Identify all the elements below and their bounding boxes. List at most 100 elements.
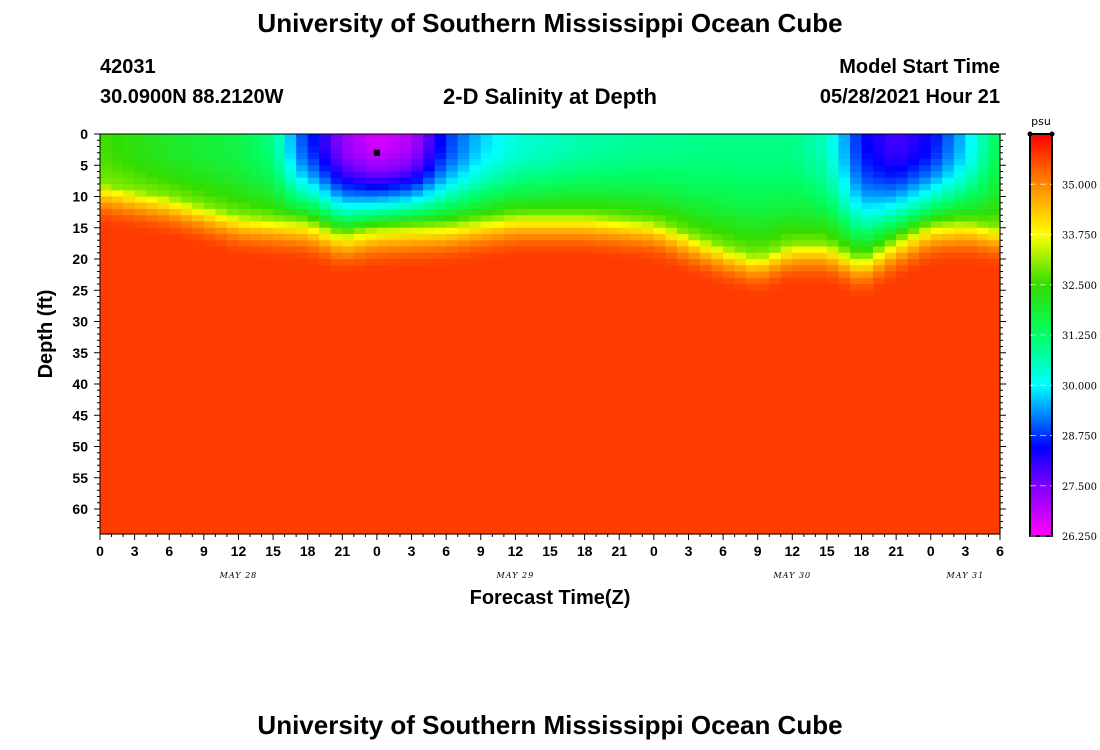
heatmap-cell xyxy=(653,246,666,254)
heatmap-cell xyxy=(757,302,770,310)
heatmap-cell xyxy=(919,359,932,366)
heatmap-cell xyxy=(423,309,436,316)
heatmap-cell xyxy=(492,296,505,304)
heatmap-cell xyxy=(538,496,551,504)
heatmap-cell xyxy=(515,402,528,410)
heatmap-cell xyxy=(953,327,966,335)
heatmap-cell xyxy=(503,309,516,316)
heatmap-cell xyxy=(711,334,724,341)
heatmap-cell xyxy=(757,384,770,391)
heatmap-cell xyxy=(273,446,286,454)
heatmap-cell xyxy=(330,196,343,204)
heatmap-cell xyxy=(215,359,228,366)
heatmap-cell xyxy=(365,321,378,329)
heatmap-cell xyxy=(388,302,401,310)
heatmap-cell xyxy=(907,221,920,229)
heatmap-cell xyxy=(342,327,355,335)
heatmap-cell xyxy=(815,502,828,510)
heatmap-cell xyxy=(203,346,216,354)
heatmap-cell xyxy=(538,246,551,254)
heatmap-cell xyxy=(861,440,874,448)
footer-title: University of Southern Mississippi Ocean… xyxy=(257,710,843,740)
heatmap-cell xyxy=(607,265,620,273)
heatmap-cell xyxy=(561,434,574,441)
heatmap-cell xyxy=(342,521,355,529)
heatmap-cell xyxy=(550,459,563,466)
heatmap-cell xyxy=(884,159,897,166)
heatmap-cell xyxy=(538,384,551,391)
heatmap-cell xyxy=(273,340,286,348)
heatmap-cell xyxy=(976,384,990,391)
heatmap-cell xyxy=(803,227,816,235)
heatmap-cell xyxy=(630,409,643,416)
heatmap-cell xyxy=(192,359,205,366)
heatmap-cell xyxy=(423,134,436,141)
heatmap-cell xyxy=(342,134,355,141)
heatmap-cell xyxy=(353,252,366,260)
heatmap-cell xyxy=(757,315,770,323)
heatmap-cell xyxy=(515,340,528,348)
heatmap-cell xyxy=(584,434,597,441)
heatmap-cell xyxy=(596,359,609,366)
heatmap-cell xyxy=(965,415,978,423)
heatmap-cell xyxy=(826,421,840,429)
heatmap-cell xyxy=(273,315,286,323)
heatmap-cell xyxy=(573,240,586,248)
heatmap-cell xyxy=(723,296,736,304)
heatmap-cell xyxy=(676,140,690,148)
heatmap-cell xyxy=(780,346,793,354)
heatmap-cell xyxy=(550,346,563,354)
heatmap-cell xyxy=(850,352,863,360)
heatmap-cell xyxy=(250,215,263,223)
heatmap-cell xyxy=(953,177,966,185)
heatmap-cell xyxy=(815,521,828,529)
heatmap-cell xyxy=(850,427,863,435)
heatmap-cell xyxy=(826,196,840,204)
heatmap-cell xyxy=(965,284,978,291)
heatmap-cell xyxy=(169,271,182,279)
heatmap-cell xyxy=(769,502,782,510)
heatmap-cell xyxy=(607,321,620,329)
heatmap-cell xyxy=(123,371,136,379)
heatmap-cell xyxy=(180,315,193,323)
heatmap-cell xyxy=(319,277,332,285)
heatmap-cell xyxy=(157,390,170,398)
heatmap-cell xyxy=(526,321,540,329)
heatmap-cell xyxy=(780,446,793,454)
heatmap-cell xyxy=(250,284,263,291)
heatmap-cell xyxy=(850,415,863,423)
heatmap-cell xyxy=(607,240,620,248)
heatmap-cell xyxy=(250,227,263,235)
heatmap-cell xyxy=(157,277,170,285)
heatmap-cell xyxy=(792,459,805,466)
heatmap-cell xyxy=(446,396,459,404)
heatmap-cell xyxy=(423,340,436,348)
heatmap-cell xyxy=(896,265,909,273)
heatmap-cell xyxy=(757,446,770,454)
heatmap-cell xyxy=(457,396,470,404)
heatmap-cell xyxy=(861,465,874,473)
heatmap-cell xyxy=(919,159,932,166)
heatmap-cell xyxy=(203,365,216,373)
heatmap-cell xyxy=(319,159,332,166)
heatmap-cell xyxy=(826,365,840,373)
heatmap-cell xyxy=(215,302,228,310)
heatmap-cell xyxy=(711,202,724,210)
heatmap-cell xyxy=(319,171,332,179)
heatmap-cell xyxy=(457,502,470,510)
heatmap-cell xyxy=(965,359,978,366)
heatmap-cell xyxy=(353,390,366,398)
heatmap-cell xyxy=(561,452,574,460)
heatmap-cell xyxy=(284,365,297,373)
heatmap-cell xyxy=(238,246,251,254)
heatmap-cell xyxy=(873,477,886,485)
heatmap-cell xyxy=(503,409,516,416)
heatmap-cell xyxy=(550,527,563,535)
heatmap-cell xyxy=(515,234,528,241)
heatmap-cell xyxy=(596,246,609,254)
heatmap-cell xyxy=(423,402,436,410)
heatmap-cell xyxy=(642,152,655,160)
heatmap-cell xyxy=(123,234,136,241)
heatmap-cell xyxy=(446,252,459,260)
heatmap-cell xyxy=(492,159,505,166)
